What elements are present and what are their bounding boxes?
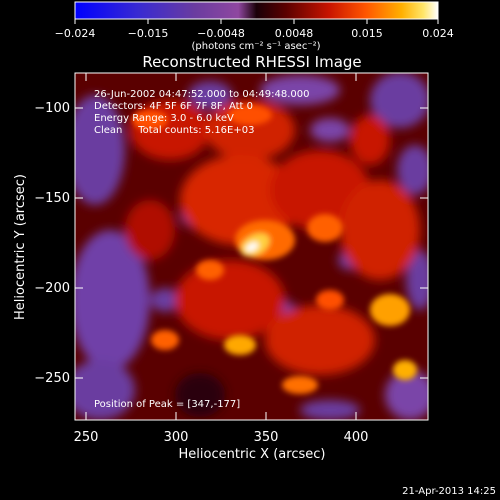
y-tick-label: −200	[34, 281, 70, 296]
colorbar-ticks	[74, 19, 439, 24]
colorbar-unit-label: (photons cm⁻² s⁻¹ asec⁻²)	[191, 41, 320, 52]
x-axis-label: Heliocentric X (arcsec)	[179, 447, 326, 462]
info-peak-position: Position of Peak = [347,-177]	[94, 399, 240, 410]
info-block: 26-Jun-2002 04:47:52.000 to 04:49:48.000…	[94, 89, 310, 410]
render-timestamp: 21-Apr-2013 14:25	[402, 486, 496, 497]
y-tick-label: −150	[34, 191, 70, 206]
colorbar-tick-label: 0.024	[422, 27, 454, 40]
colorbar-gradient	[74, 1, 439, 20]
x-tick-label: 400	[344, 430, 369, 445]
colorbar-tick-label: 0.015	[351, 27, 383, 40]
x-tick-label: 250	[74, 430, 99, 445]
colorbar-tick-label: −0.015	[128, 27, 169, 40]
info-detectors: Detectors: 4F 5F 6F 7F 8F, Att 0	[94, 101, 253, 112]
info-time-range: 26-Jun-2002 04:47:52.000 to 04:49:48.000	[94, 89, 310, 100]
plot-title: Reconstructed RHESSI Image	[142, 53, 361, 71]
plot-frame	[74, 72, 429, 421]
info-algorithm-counts: Clean Total counts: 5.16E+03	[94, 125, 254, 136]
colorbar-tick-label: −0.024	[55, 27, 96, 40]
info-energy-range: Energy Range: 3.0 - 6.0 keV	[94, 113, 234, 124]
colorbar-tick-label: −0.0048	[197, 27, 245, 40]
y-tick-label: −250	[34, 371, 70, 386]
y-axis-ticks	[75, 107, 428, 379]
x-axis-ticks	[85, 73, 357, 420]
y-tick-label: −100	[34, 101, 70, 116]
x-tick-label: 300	[164, 430, 189, 445]
x-tick-label: 350	[254, 430, 279, 445]
colorbar: −0.024 −0.015 −0.0048 0.0048 0.015 0.024…	[55, 1, 454, 52]
rhessi-image	[75, 73, 428, 420]
y-axis-label: Heliocentric Y (arcsec)	[13, 174, 28, 320]
colorbar-tick-label: 0.0048	[275, 27, 314, 40]
